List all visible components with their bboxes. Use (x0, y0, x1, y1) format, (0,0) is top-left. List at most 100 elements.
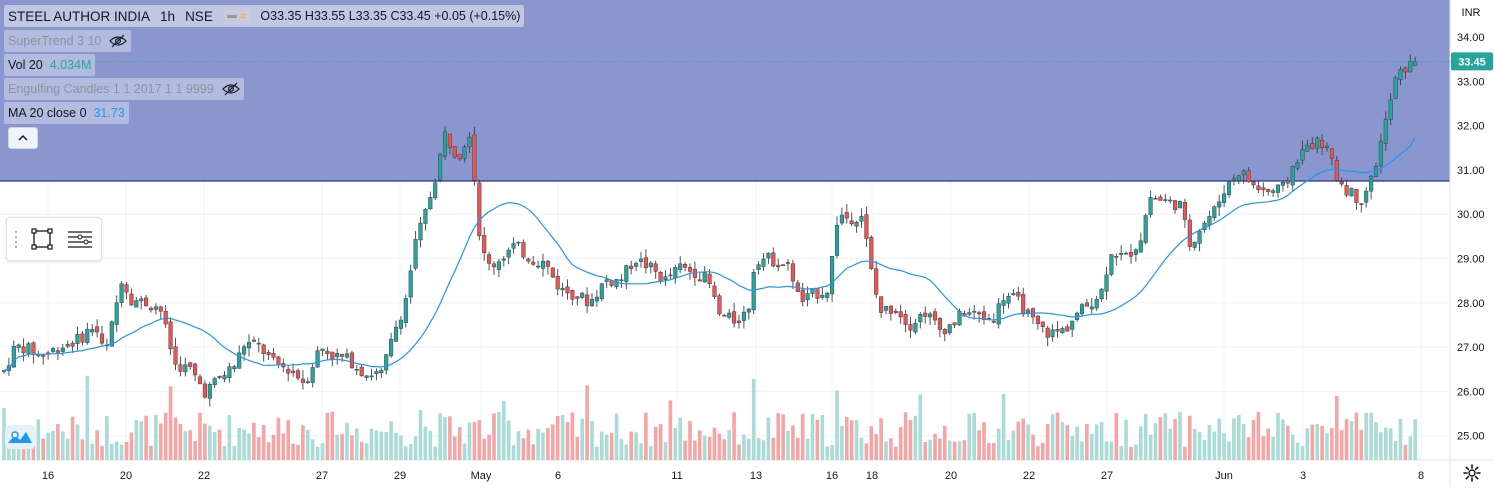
candle-body (95, 326, 100, 333)
volume-bar (222, 445, 227, 460)
interval-label[interactable]: 1h (160, 8, 176, 24)
volume-bar (1085, 423, 1089, 460)
volume-bar (1388, 428, 1393, 460)
volume-bar (364, 443, 369, 460)
volume-bar (1148, 434, 1153, 460)
candle-body (124, 284, 129, 293)
volume-bar (1251, 419, 1256, 460)
symbol-legend: STEEL AUTHOR INDIA 1h NSE ≈ O33.35 H33.5… (4, 5, 525, 27)
volume-bar (511, 445, 516, 460)
volume-bar (663, 442, 668, 460)
candle-body (139, 298, 144, 302)
candle-body (227, 366, 232, 378)
candle-body (1138, 240, 1143, 253)
candle-body (403, 298, 408, 323)
volume-bar (629, 431, 633, 460)
candle-body (1378, 140, 1383, 167)
volume-legend[interactable]: Vol 20 4.034M (4, 54, 96, 76)
volume-bar (526, 429, 531, 460)
volume-bar (41, 438, 45, 460)
candle-body (428, 197, 433, 210)
candle-body (692, 268, 697, 278)
volume-bar (306, 429, 310, 460)
volume-bar (761, 440, 766, 460)
drawing-toolbar[interactable] (6, 217, 102, 261)
volume-bar (1197, 432, 1202, 460)
currency-label[interactable]: INR (1461, 7, 1481, 19)
candle-body (41, 354, 46, 357)
volume-bar (1001, 394, 1006, 460)
candle-body (496, 261, 501, 270)
candle-body (261, 344, 266, 354)
candle-body (114, 302, 119, 325)
candle-body (393, 326, 399, 342)
volume-bar (1325, 433, 1329, 460)
volume-bar (977, 430, 981, 460)
close-value: 33.45 (399, 9, 431, 23)
volume-bar (232, 445, 237, 460)
candle-body (1305, 144, 1310, 152)
candle-body (109, 321, 114, 347)
chevron-up-icon (18, 134, 28, 141)
candle-body (65, 344, 70, 347)
candle-body (1094, 299, 1099, 309)
supertrend-legend[interactable]: SuperTrend 3 10 (4, 30, 132, 52)
drag-handle-icon[interactable] (11, 230, 21, 248)
candle-body (1388, 99, 1393, 120)
engulfing-label: Engulfing Candles 1 1 2017 1 1 9999 (8, 82, 214, 96)
lines-tool-button[interactable] (63, 222, 97, 256)
volume-bar (399, 435, 403, 460)
rectangle-tool-button[interactable] (25, 222, 59, 256)
candle-body (531, 261, 536, 265)
candle-body (830, 256, 835, 295)
candle-body (1040, 321, 1045, 327)
candle-body (1197, 230, 1202, 244)
volume-bar (119, 444, 124, 460)
volume-bar (727, 430, 731, 460)
ma-legend[interactable]: MA 20 close 0 31.73 (4, 102, 129, 124)
volume-bar (800, 413, 805, 460)
candle-body (305, 381, 310, 383)
volume-bar (1021, 418, 1025, 460)
volume-bar (634, 432, 638, 460)
eye-crossed-icon[interactable] (221, 82, 240, 96)
x-tick-label: 20 (945, 470, 957, 482)
candle-body (883, 306, 889, 311)
candle-body (193, 363, 198, 376)
candle-body (702, 272, 707, 283)
volume-bar (497, 412, 501, 460)
candle-body (800, 289, 805, 302)
candle-body (967, 312, 972, 315)
volume-bar (110, 443, 114, 460)
tradingview-logo-icon[interactable] (5, 425, 35, 449)
candle-body (286, 369, 291, 374)
volume-bar (1354, 412, 1359, 460)
candle-body (781, 264, 786, 266)
candle-body (349, 352, 354, 369)
candle-body (928, 313, 933, 318)
volume-bar (56, 423, 60, 460)
candle-body (413, 239, 418, 269)
volume-bar (1178, 412, 1182, 460)
volume-bar (1403, 445, 1408, 460)
volume-bar (418, 410, 423, 460)
eye-crossed-icon[interactable] (109, 34, 128, 48)
candle-body (16, 344, 21, 348)
candle-body (423, 209, 428, 224)
volume-bar (649, 445, 653, 460)
volume-bar (653, 426, 658, 460)
collapse-legend-button[interactable] (8, 127, 38, 149)
legend-toggle-button[interactable]: ≈ (222, 8, 251, 24)
volume-value: 4.034M (49, 58, 92, 72)
candle-body (942, 329, 947, 335)
change-value: +0.05 (+0.15%) (434, 9, 521, 23)
symbol-name[interactable]: STEEL AUTHOR INDIA (8, 8, 151, 24)
gear-icon[interactable] (1462, 463, 1482, 483)
volume-bar (516, 431, 521, 460)
engulfing-legend[interactable]: Engulfing Candles 1 1 2017 1 1 9999 (4, 78, 244, 100)
ma-value: 31.73 (93, 106, 125, 120)
candle-body (1383, 119, 1388, 144)
volume-bar (693, 440, 697, 460)
candle-body (433, 182, 438, 199)
